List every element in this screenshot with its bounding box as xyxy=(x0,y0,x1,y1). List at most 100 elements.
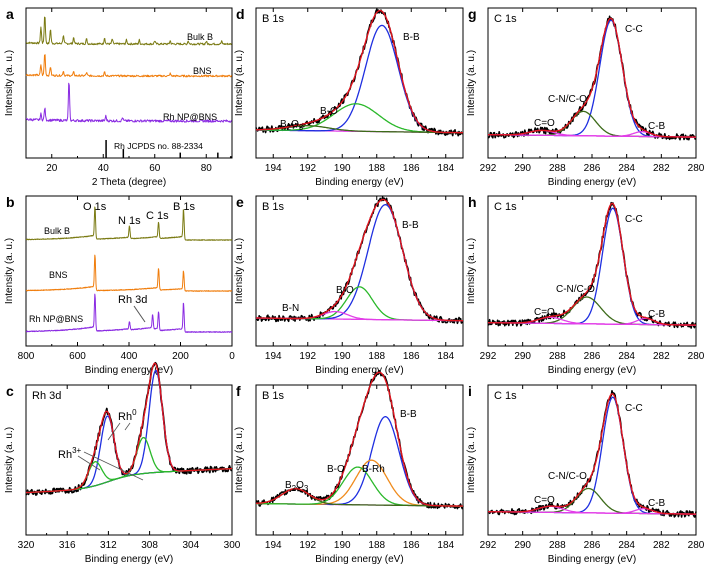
series-bns xyxy=(25,254,233,292)
label-rh0: Rh0 xyxy=(118,408,137,423)
x-tick-label: 280 xyxy=(688,351,705,362)
x-tick-label: 186 xyxy=(403,163,420,174)
x-tick-label: 190 xyxy=(334,540,351,551)
annotation-arrow xyxy=(133,305,146,323)
x-axis-label: Binding energy (eV) xyxy=(85,554,173,565)
label-rh-np-bns: Rh NP@BNS xyxy=(163,112,217,122)
component-rh3- xyxy=(25,436,232,494)
y-axis-label: Intensity (a. u.) xyxy=(4,50,15,116)
x-tick-label: 290 xyxy=(514,351,531,362)
label-rh-np-bns: Rh NP@BNS xyxy=(29,314,83,324)
panel-letter: b xyxy=(6,194,15,210)
label-b-o: B-O xyxy=(327,464,345,475)
x-tick-label: 288 xyxy=(549,163,566,174)
label-c-1s: C 1s xyxy=(146,210,169,222)
x-tick-label: 186 xyxy=(403,351,420,362)
panel-c: c Rh 3d Intensity (a. u.) Binding energy (e… xyxy=(4,361,241,565)
panel-a: a Intensity (a. u.) 2 Theta (degree) 20 40 60… xyxy=(4,6,233,188)
x-tick-label: 316 xyxy=(59,540,76,551)
series-rh-np-bns xyxy=(25,293,233,333)
label-c-o-double: C=O xyxy=(534,307,555,318)
plot-frame xyxy=(25,384,233,536)
x-tick-label: 80 xyxy=(201,163,213,174)
x-tick-label: 282 xyxy=(653,163,670,174)
x-axis-label: Binding energy (eV) xyxy=(548,554,636,565)
x-tick-label: 280 xyxy=(688,163,705,174)
label-b-b: B-B xyxy=(400,409,417,420)
x-tick-label: 300 xyxy=(224,540,241,551)
x-tick-label: 184 xyxy=(437,351,454,362)
annotation-line xyxy=(124,422,131,431)
x-tick-label: 282 xyxy=(653,540,670,551)
label-b2o3: B2O3 xyxy=(285,480,309,493)
label-c-n-c-o: C-N/C-O xyxy=(548,94,587,105)
series-bns xyxy=(25,54,232,78)
label-rh-jcpds: Rh JCPDS no. 88-2334 xyxy=(114,141,203,151)
x-tick-label: 304 xyxy=(182,540,199,551)
x-axis-label: Binding energy (eV) xyxy=(315,177,403,188)
component-rh0 xyxy=(25,369,232,494)
component-c-c xyxy=(488,19,696,138)
label-c-o-double: C=O xyxy=(534,495,555,506)
x-axis-label: Binding energy (eV) xyxy=(548,177,636,188)
x-tick-label: 286 xyxy=(584,163,601,174)
label-bns: BNS xyxy=(193,66,212,76)
x-tick-label: 308 xyxy=(141,540,158,551)
x-tick-label: 188 xyxy=(368,163,385,174)
y-axis-label: Intensity (a. u.) xyxy=(4,427,15,493)
x-tick-label: 292 xyxy=(480,540,497,551)
label-rh-3d: Rh 3d xyxy=(118,294,147,306)
x-tick-label: 284 xyxy=(618,540,635,551)
x-tick-label: 286 xyxy=(584,351,601,362)
x-tick-label: 194 xyxy=(265,351,282,362)
x-tick-label: 288 xyxy=(549,540,566,551)
fit-envelope xyxy=(256,198,463,322)
x-axis-label: Binding energy (eV) xyxy=(548,365,636,376)
x-tick-label: 292 xyxy=(480,163,497,174)
label-c-c: C-C xyxy=(625,403,643,414)
plot-frame xyxy=(255,195,464,347)
y-axis-label: Intensity (a. u.) xyxy=(4,238,15,304)
panel-letter: d xyxy=(236,6,245,22)
label-b-b: B-B xyxy=(402,220,419,231)
fit-envelope xyxy=(256,371,463,507)
x-tick-label: 284 xyxy=(618,351,635,362)
x-tick-label: 400 xyxy=(121,351,138,362)
panel-b: b Intensity (a. u.) Binding energy (eV) 800… xyxy=(4,194,235,376)
panel-e: e B 1s Intensity (a. u.) Binding energy (eV… xyxy=(234,194,464,376)
panel-h: h C 1s Intensity (a. u.) Binding energy (eV… xyxy=(466,194,705,376)
fit-envelope xyxy=(256,9,463,134)
x-tick-label: 190 xyxy=(334,163,351,174)
x-tick-label: 282 xyxy=(653,351,670,362)
series-bulk-b xyxy=(25,206,233,241)
x-tick-label: 600 xyxy=(69,351,86,362)
label-c-c: C-C xyxy=(625,214,643,225)
x-tick-label: 192 xyxy=(299,540,316,551)
x-axis-label: Binding energy (eV) xyxy=(315,365,403,376)
panel-letter: a xyxy=(6,6,14,22)
label-c-c: C-C xyxy=(625,24,643,35)
x-tick-label: 192 xyxy=(299,163,316,174)
x-tick-label: 200 xyxy=(172,351,189,362)
label-rh3plus: Rh3+ xyxy=(58,446,82,461)
component-b-b xyxy=(256,24,463,134)
plot-frame xyxy=(255,7,464,159)
panel-letter: g xyxy=(468,6,477,22)
series-rh-np-bns xyxy=(25,82,232,123)
fit-envelope xyxy=(25,362,232,494)
x-tick-label: 284 xyxy=(618,163,635,174)
label-c-n-c-o: C-N/C-O xyxy=(556,284,595,295)
panel-f: f B 1s Intensity (a. u.) Binding energy (eV… xyxy=(234,369,464,565)
label-b-rh: B-Rh xyxy=(362,464,385,475)
component-rh3- xyxy=(25,461,232,494)
panel-title: C 1s xyxy=(494,390,517,402)
x-tick-label: 192 xyxy=(299,351,316,362)
y-axis-label: Intensity (a. u.) xyxy=(234,427,245,493)
x-tick-label: 20 xyxy=(46,163,58,174)
x-tick-label: 288 xyxy=(549,351,566,362)
label-c-o-double: C=O xyxy=(534,118,555,129)
label-bulk-b: Bulk B xyxy=(187,32,213,42)
panel-g: g C 1s Intensity (a. u.) Binding energy (eV… xyxy=(466,6,705,188)
panel-d: d B 1s Intensity (a. u.) Binding energy (eV… xyxy=(234,6,464,188)
